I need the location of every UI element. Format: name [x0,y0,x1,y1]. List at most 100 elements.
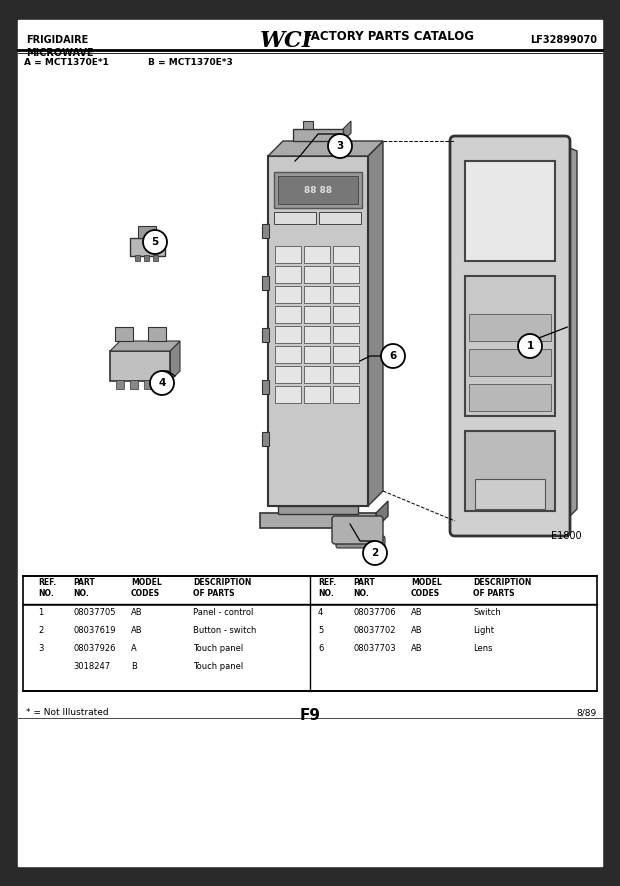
Text: REF.
NO.: REF. NO. [38,578,56,598]
Bar [333,386,359,403]
Text: 5: 5 [151,237,159,247]
Bar [115,327,133,341]
FancyBboxPatch shape [332,516,383,544]
Text: 3: 3 [337,141,343,151]
Polygon shape [268,141,383,156]
Bar [110,351,170,381]
Bar [275,286,301,303]
Text: Touch panel: Touch panel [193,662,243,671]
Text: AB: AB [411,608,423,617]
Polygon shape [343,121,351,141]
Bar [278,176,358,204]
Circle shape [518,334,542,358]
Text: A = MCT1370E*1: A = MCT1370E*1 [24,58,109,67]
Text: 3018247: 3018247 [73,662,110,671]
Polygon shape [170,341,180,381]
Bar [148,327,166,341]
FancyBboxPatch shape [336,536,385,548]
Text: REF.
NO.: REF. NO. [318,578,336,598]
Bar [465,161,555,261]
Bar [275,266,301,283]
Text: B: B [131,662,137,671]
Circle shape [328,134,352,158]
Text: 3: 3 [38,644,43,653]
Bar [275,306,301,323]
Bar [153,255,158,261]
Text: 08037706: 08037706 [353,608,396,617]
Bar [274,172,362,208]
Text: Lens: Lens [473,644,492,653]
Bar [465,431,555,511]
Bar [144,255,149,261]
Bar [475,479,545,509]
Bar [275,366,301,383]
Bar [130,238,165,256]
Text: 4: 4 [158,378,166,388]
Text: A: A [131,644,137,653]
Text: 6: 6 [389,351,397,361]
Text: MODEL
CODES: MODEL CODES [411,578,441,598]
Text: Button - switch: Button - switch [193,626,257,635]
Text: 2: 2 [371,548,379,558]
Bar [262,224,269,238]
Text: 08037702: 08037702 [353,626,396,635]
Text: 2: 2 [38,626,43,635]
Polygon shape [368,141,383,506]
Text: 08037705: 08037705 [73,608,115,617]
Bar [135,255,140,261]
Circle shape [150,371,174,395]
Text: Light: Light [473,626,494,635]
Bar [274,212,316,224]
Text: FACTORY PARTS CATALOG: FACTORY PARTS CATALOG [300,30,474,43]
FancyBboxPatch shape [450,136,570,536]
Text: 1: 1 [38,608,43,617]
Circle shape [363,541,387,565]
Text: 4: 4 [318,608,323,617]
Text: AB: AB [131,608,143,617]
Circle shape [143,230,167,254]
Bar [333,326,359,343]
Text: AB: AB [131,626,143,635]
Bar [144,380,152,389]
Bar [469,384,551,411]
Bar [469,349,551,376]
Polygon shape [110,341,180,351]
Bar [278,506,358,514]
Text: Touch panel: Touch panel [193,644,243,653]
Bar [304,346,330,363]
Bar [130,380,138,389]
Text: 6: 6 [318,644,324,653]
Text: 08037619: 08037619 [73,626,115,635]
Bar [293,129,343,141]
Bar [303,121,313,129]
Bar [262,328,269,342]
Text: AB: AB [411,644,423,653]
Bar [333,286,359,303]
Bar [304,286,330,303]
Text: B = MCT1370E*3: B = MCT1370E*3 [148,58,232,67]
Bar [333,366,359,383]
Text: DESCRIPTION
OF PARTS: DESCRIPTION OF PARTS [193,578,251,598]
Bar [304,386,330,403]
Bar [304,366,330,383]
Text: AB: AB [411,626,423,635]
Bar [304,266,330,283]
Bar [158,380,166,389]
Bar [260,513,376,528]
Circle shape [381,344,405,368]
Text: Switch: Switch [473,608,501,617]
Polygon shape [565,146,577,521]
Text: DESCRIPTION
OF PARTS: DESCRIPTION OF PARTS [473,578,531,598]
Text: PART
NO.: PART NO. [353,578,374,598]
Text: 5: 5 [318,626,323,635]
Text: PART
NO.: PART NO. [73,578,95,598]
Bar [138,226,156,238]
Text: E1800: E1800 [551,531,582,541]
Bar [275,346,301,363]
Bar [333,266,359,283]
Text: 08037926: 08037926 [73,644,115,653]
Text: * = Not Illustrated: * = Not Illustrated [26,708,108,717]
Text: FRIGIDAIRE
MICROWAVE: FRIGIDAIRE MICROWAVE [26,35,94,58]
Text: LF32899070: LF32899070 [530,35,597,45]
Bar [304,306,330,323]
